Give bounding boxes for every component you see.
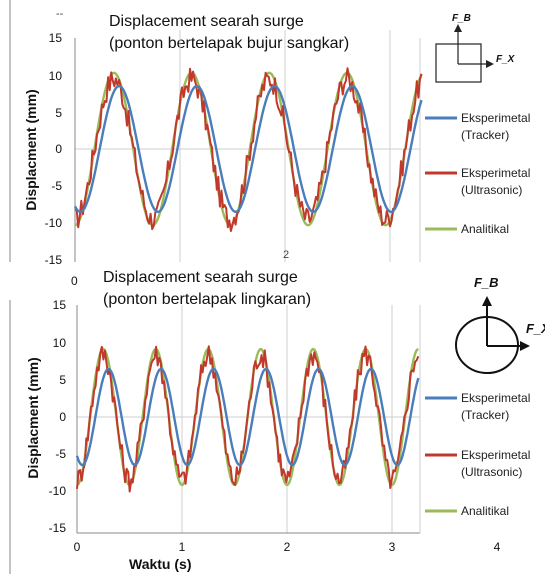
legend-label-line2: (Ultrasonic): [461, 465, 522, 479]
legend-label: Analitikal: [461, 504, 509, 518]
panel-2-xtick-3: 3: [389, 540, 396, 554]
fx-label: F_X: [496, 54, 516, 65]
panel-2-xtick-4: 4: [494, 540, 501, 554]
panel-2-ytick-10: 10: [53, 336, 67, 350]
panel-1-title: Displacement searah surge: [109, 13, 304, 30]
panel-2-title: Displacement searah surge: [103, 269, 298, 286]
panel-2-x-axis-title: Waktu (s): [129, 556, 191, 572]
panel-2-y-axis-title: Displacment (mm): [25, 357, 41, 478]
panel-1-y-axis-title: Displacment (mm): [23, 89, 39, 210]
legend-label: Analitikal: [461, 222, 509, 236]
legend-label-line2: (Ultrasonic): [461, 183, 522, 197]
panel-1-ytick-neg15: -15: [45, 253, 63, 267]
fb-arrowhead: [482, 296, 492, 306]
panel-2: Displacement searah surge (ponton bertel…: [9, 269, 545, 574]
panel-2-ytick-15: 15: [53, 298, 67, 312]
panel-2-xtick-1: 1: [179, 540, 186, 554]
panel-1-stray-label-top: --: [56, 8, 64, 20]
series-line-tracker: [75, 367, 420, 467]
panel-2-subtitle: (ponton bertelapak lingkaran): [103, 291, 311, 308]
panel-1-xtick-0: 0: [71, 274, 78, 288]
panel-2-legend: Eksperimetal (Tracker) Eksperimetal (Ultras…: [425, 391, 530, 518]
panel-2-ytick-neg15: -15: [49, 521, 67, 535]
legend-label: Eksperimetal: [461, 166, 530, 180]
legend-label: Eksperimetal: [461, 111, 530, 125]
panel-2-ytick-5: 5: [59, 373, 66, 387]
legend-label: Eksperimetal: [461, 448, 530, 462]
panel-2-xtick-0: 0: [74, 540, 81, 554]
series-line-ultrasonic: [76, 345, 420, 493]
panel-1-ytick-neg10: -10: [45, 216, 63, 230]
fx-arrowhead: [486, 60, 494, 68]
panel-2-xtick-2: 2: [284, 540, 291, 554]
series-line-tracker: [73, 84, 423, 214]
fx-label: F_X: [526, 321, 545, 336]
panel-2-series: [75, 345, 420, 493]
panel-1-ytick-neg5: -5: [51, 179, 62, 193]
panel-1-subtitle: (ponton bertelapak bujur sangkar): [109, 35, 349, 52]
panel-1-legend: Eksperimetal (Tracker) Eksperimetal (Ultras…: [425, 111, 530, 236]
panel-2-ytick-neg5: -5: [55, 447, 66, 461]
legend-label-line2: (Tracker): [461, 128, 509, 142]
panel-1-ytick-0: 0: [55, 142, 62, 156]
legend-label: Eksperimetal: [461, 391, 530, 405]
panel-2-ytick-0: 0: [59, 410, 66, 424]
panel-1-stray-label-mid: 2: [283, 249, 289, 261]
panel-2-ytick-neg10: -10: [49, 484, 67, 498]
panel-2-force-diagram: F_B F_X: [455, 275, 545, 374]
fb-label: F_B: [452, 13, 471, 24]
fb-label: F_B: [474, 275, 499, 290]
fx-arrowhead: [520, 341, 530, 351]
panel-1-ytick-15: 15: [49, 31, 63, 45]
panel-1: -- Displacement searah surge (ponton ber…: [9, 0, 530, 288]
fb-arrowhead: [454, 24, 462, 32]
legend-label-line2: (Tracker): [461, 408, 509, 422]
panel-1-series: [73, 67, 423, 232]
panel-1-ytick-5: 5: [55, 106, 62, 120]
panel-1-ytick-10: 10: [49, 69, 63, 83]
panel-1-force-diagram: F_B F_X: [435, 13, 516, 83]
series-line-ultrasonic: [74, 67, 423, 232]
